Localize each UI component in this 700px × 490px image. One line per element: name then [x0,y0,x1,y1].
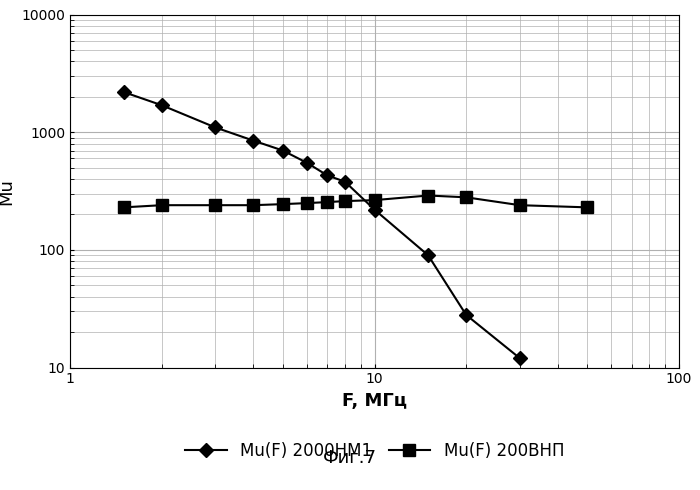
Mu(F) 200ВНП [158,202,166,208]
Mu(F) 200ВНП [120,204,128,210]
Mu(F) 2000НМ1 [341,179,349,185]
Legend: Mu(F) 2000НМ1, Mu(F) 200ВНП: Mu(F) 2000НМ1, Mu(F) 200ВНП [178,436,570,467]
Mu(F) 200ВНП [424,193,433,198]
Mu(F) 2000НМ1 [370,207,379,213]
Text: Фиг.7: Фиг.7 [323,449,377,467]
Y-axis label: Mu: Mu [0,178,15,204]
Mu(F) 2000НМ1 [279,147,287,153]
Mu(F) 200ВНП [323,199,332,205]
Mu(F) 2000НМ1 [424,252,433,258]
Mu(F) 200ВНП [302,200,311,206]
Mu(F) 200ВНП [279,201,287,207]
Mu(F) 200ВНП [211,202,220,208]
Mu(F) 2000НМ1 [516,355,524,361]
Mu(F) 2000НМ1 [302,160,311,166]
Mu(F) 200ВНП [583,204,592,210]
Mu(F) 2000НМ1 [249,138,258,144]
Mu(F) 200ВНП [516,202,524,208]
Mu(F) 2000НМ1 [462,312,470,318]
Mu(F) 2000НМ1 [120,89,128,95]
Mu(F) 200ВНП [370,197,379,203]
Line: Mu(F) 200ВНП: Mu(F) 200ВНП [118,190,593,213]
Mu(F) 2000НМ1 [323,172,332,178]
Mu(F) 2000НМ1 [158,102,166,108]
Mu(F) 200ВНП [249,202,258,208]
Mu(F) 200ВНП [462,195,470,200]
X-axis label: F, МГц: F, МГц [342,392,407,410]
Mu(F) 2000НМ1 [211,124,220,130]
Mu(F) 200ВНП [341,198,349,204]
Line: Mu(F) 2000НМ1: Mu(F) 2000НМ1 [119,87,524,363]
